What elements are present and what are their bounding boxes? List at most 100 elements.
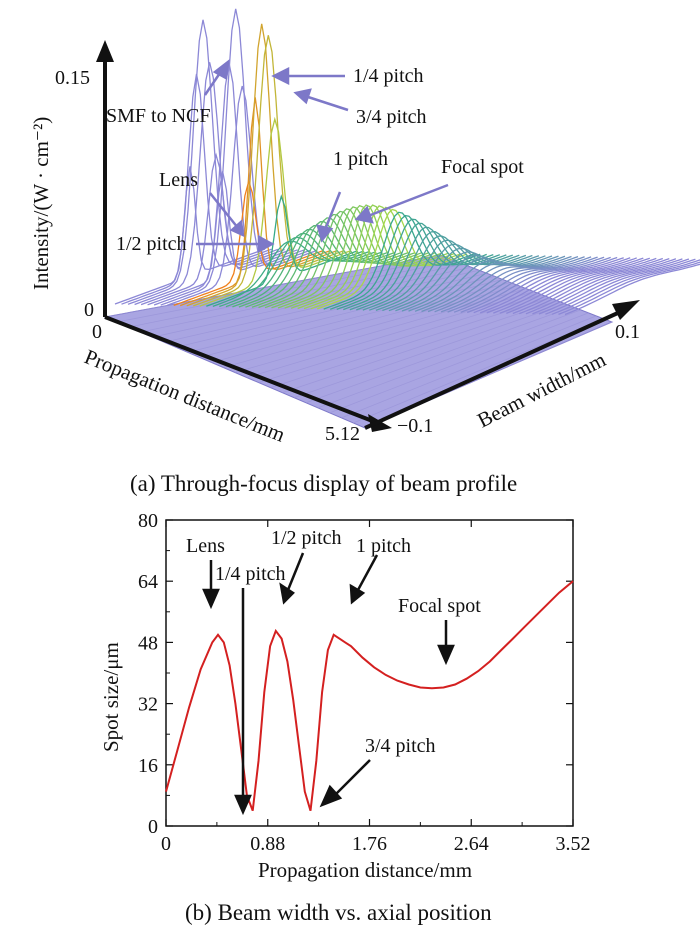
y-tick-label: 64: [138, 571, 158, 593]
surface-profile-curve: [329, 214, 481, 310]
floor-grid-line: [329, 312, 589, 414]
caption-a: (a) Through-focus display of beam profil…: [130, 471, 517, 496]
floor-grid-line: [175, 272, 488, 348]
y-tick-label: 0: [148, 816, 158, 838]
surface-plot-panel: 0.15 0 0 5.12 0.1 −0.1 Intensity/(W · cm…: [29, 8, 700, 496]
surface-profile-curve: [525, 258, 677, 315]
surface-profile-curve: [114, 166, 266, 305]
x-axis-label-b: Propagation distance/mm: [258, 858, 472, 882]
surface-profile-curve: [343, 222, 494, 311]
surface-profile-curve: [160, 8, 311, 306]
floor-grid-line: [211, 282, 511, 363]
surface-profile-curve: [336, 218, 487, 311]
surface-profile-curve: [551, 259, 700, 315]
y-tick-label: 16: [138, 755, 158, 777]
annotation-three-quarter-pitch-a: 3/4 pitch: [356, 106, 427, 128]
annotation-focal-spot-b: Focal spot: [398, 595, 481, 617]
y-tick-end: 0.1: [615, 321, 640, 343]
surface-profile-curve: [427, 255, 579, 313]
floor-grid-line: [293, 303, 566, 399]
surface-profile-curve: [466, 256, 618, 314]
y-tick-labels: 0 16 32 48 64 80: [138, 510, 158, 838]
surface-profile-curve: [486, 257, 637, 314]
x-tick-label: 2.64: [454, 833, 489, 855]
surface-profile-curve: [545, 258, 696, 315]
annotation-lens-a: Lens: [159, 169, 198, 191]
x-tick-label: 0.88: [250, 833, 285, 855]
surface-profile-curve: [499, 257, 651, 314]
x-tick-label: 3.52: [556, 833, 591, 855]
x-tick-label: 1.76: [352, 833, 387, 855]
annotation-half-pitch-b: 1/2 pitch: [271, 527, 342, 549]
surface-profile-curve: [395, 254, 546, 312]
x-axis: [104, 315, 376, 424]
line-chart-panel: 0 0.88 1.76 2.64 3.52 0 16 32 48 64 80 Propagatio…: [99, 510, 591, 925]
floor-grid-line: [317, 309, 581, 409]
surface-profile-curve: [512, 257, 664, 315]
y-axis-label-b: Spot size/μm: [99, 642, 123, 752]
y-axis: [364, 310, 621, 430]
surface-profile-curve: [264, 210, 416, 309]
floor-grid-line: [140, 263, 464, 333]
y-tick-label: 80: [138, 510, 158, 532]
surface-profile-curve: [140, 152, 292, 306]
surface-profile-curve: [558, 261, 700, 316]
surface-profile-curve: [564, 263, 700, 316]
tick-marks: [165, 519, 574, 827]
surface-profile-curve: [493, 257, 644, 314]
z-tick-zero: 0: [84, 299, 94, 321]
y-tick-label: 32: [138, 694, 158, 716]
annotation-arrows-a: [196, 59, 449, 254]
annotation-quarter-pitch-a: 1/4 pitch: [353, 65, 424, 87]
surface-profile-curve: [453, 256, 605, 313]
z-axis-arrow: [96, 40, 114, 62]
surface-profile-curve: [232, 228, 383, 308]
y-axis-arrow: [612, 300, 640, 320]
z-axis-label: Intensity/(W · cm⁻²): [29, 117, 53, 290]
surface-profile-curve: [271, 208, 422, 309]
floor-grid-line: [223, 285, 519, 368]
surface-profile-curve: [460, 256, 611, 314]
surface-profile-curve: [310, 206, 461, 310]
surface-profile-curve: [225, 232, 377, 308]
floor-grid-line: [246, 291, 534, 378]
z-tick-top: 0.15: [55, 67, 90, 89]
surface-profile-curve: [193, 35, 344, 307]
surface-profile-curve: [479, 257, 631, 314]
surface-profile-curve: [408, 255, 559, 312]
surface-profile-curve: [440, 256, 592, 313]
surface-curves: [114, 8, 700, 316]
surface-profile-curve: [388, 251, 540, 312]
surface-profile-curve: [473, 257, 624, 314]
floor-grid-line: [199, 278, 503, 358]
floor-grid-line: [305, 306, 574, 404]
surface-profile-curve: [219, 236, 370, 308]
annotation-arrows-b: [202, 552, 455, 816]
floor-grid-line: [164, 269, 480, 343]
surface-profile-curve: [134, 62, 285, 306]
annotation-lens-b: Lens: [186, 535, 225, 557]
surface-profile-curve: [212, 240, 364, 308]
annotation-one-pitch-b: 1 pitch: [356, 535, 411, 557]
annotation-one-pitch-a: 1 pitch: [333, 148, 388, 170]
surface-profile-curve: [532, 258, 683, 315]
caption-b: (b) Beam width vs. axial position: [185, 900, 492, 925]
surface-profile-curve: [414, 255, 566, 312]
floor-grid-line: [282, 300, 558, 394]
x-tick-label: 0: [161, 833, 171, 855]
surface-profile-curve: [186, 23, 337, 307]
x-tick-labels: 0 0.88 1.76 2.64 3.52: [161, 833, 591, 855]
floor-grid-line: [341, 315, 597, 419]
surface-profile-curve: [434, 256, 585, 313]
surface-profile-curve: [447, 256, 598, 313]
surface-profile-curve: [421, 255, 572, 313]
annotation-three-quarter-pitch-b: 3/4 pitch: [365, 735, 436, 757]
surface-profile-curve: [506, 257, 657, 315]
surface-profile-curve: [290, 204, 442, 309]
surface-profile-curve: [519, 257, 670, 315]
surface-profile-curve: [538, 258, 690, 315]
surface-profile-curve: [258, 213, 409, 309]
surface-profile-curve: [277, 206, 429, 309]
annotation-half-pitch-a: 1/2 pitch: [116, 233, 187, 255]
